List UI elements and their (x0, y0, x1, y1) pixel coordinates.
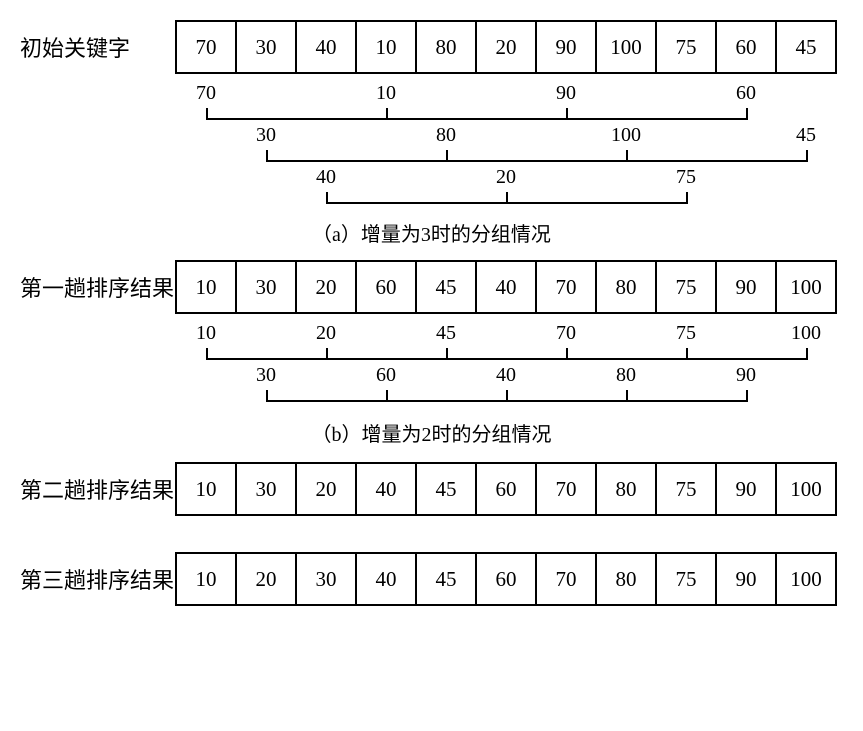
cell: 75 (655, 260, 717, 314)
cell: 45 (415, 462, 477, 516)
group-line: 10 20 45 70 75 100 (175, 322, 855, 360)
cell: 60 (715, 20, 777, 74)
group-value: 45 (781, 124, 831, 147)
group-value: 75 (661, 322, 711, 345)
group-value: 40 (481, 364, 531, 387)
cells: 10302040456070807590100 (175, 462, 837, 516)
cell: 90 (715, 462, 777, 516)
caption: （a）增量为3时的分组情况 (0, 218, 863, 247)
cell: 75 (655, 462, 717, 516)
group-value: 75 (661, 166, 711, 189)
group-value: 100 (781, 322, 831, 345)
cell: 45 (415, 552, 477, 606)
cell: 100 (775, 462, 837, 516)
cell: 10 (355, 20, 417, 74)
group-value: 10 (181, 322, 231, 345)
group-value: 60 (361, 364, 411, 387)
cells: 70304010802090100756045 (175, 20, 837, 74)
cell: 80 (595, 260, 657, 314)
cell: 75 (655, 20, 717, 74)
cell: 90 (535, 20, 597, 74)
cell: 10 (175, 260, 237, 314)
group-line: 40 20 75 (175, 166, 855, 204)
group-value: 20 (481, 166, 531, 189)
group-value: 80 (601, 364, 651, 387)
cell: 20 (235, 552, 297, 606)
group-value: 90 (721, 364, 771, 387)
group-value: 10 (361, 82, 411, 105)
cell: 60 (475, 552, 537, 606)
cell: 80 (595, 552, 657, 606)
array-row: 第三趟排序结果10203040456070807590100 (0, 552, 837, 606)
cell: 30 (295, 552, 357, 606)
group-value: 40 (301, 166, 351, 189)
cell: 45 (775, 20, 837, 74)
group-value: 70 (541, 322, 591, 345)
bracket (206, 106, 746, 120)
group-line: 70 10 90 60 (175, 82, 855, 120)
bracket (266, 388, 746, 402)
caption: （b）增量为2时的分组情况 (0, 418, 863, 447)
cell: 10 (175, 462, 237, 516)
cell: 20 (295, 462, 357, 516)
row-label: 第一趟排序结果 (0, 271, 175, 303)
group-value: 30 (241, 364, 291, 387)
cell: 90 (715, 552, 777, 606)
cell: 90 (715, 260, 777, 314)
cell: 80 (595, 462, 657, 516)
array-row: 第二趟排序结果10302040456070807590100 (0, 462, 837, 516)
group-value: 80 (421, 124, 471, 147)
cell: 60 (355, 260, 417, 314)
cell: 30 (235, 20, 297, 74)
cell: 70 (175, 20, 237, 74)
group-value: 60 (721, 82, 771, 105)
cells: 10203040456070807590100 (175, 552, 837, 606)
array-row: 初始关键字70304010802090100756045 (0, 20, 837, 74)
row-label: 第二趟排序结果 (0, 473, 175, 505)
cell: 40 (295, 20, 357, 74)
cell: 40 (475, 260, 537, 314)
cell: 30 (235, 462, 297, 516)
cell: 20 (295, 260, 357, 314)
group-value: 20 (301, 322, 351, 345)
cell: 70 (535, 462, 597, 516)
cell: 40 (355, 552, 417, 606)
cell: 70 (535, 552, 597, 606)
group-line: 30 80 100 45 (175, 124, 855, 162)
cell: 45 (415, 260, 477, 314)
row-label: 初始关键字 (0, 31, 175, 63)
bracket (326, 190, 686, 204)
cell: 20 (475, 20, 537, 74)
cell: 100 (775, 552, 837, 606)
group-value: 45 (421, 322, 471, 345)
cell: 100 (775, 260, 837, 314)
cell: 75 (655, 552, 717, 606)
group-value: 90 (541, 82, 591, 105)
array-row: 第一趟排序结果10302060454070807590100 (0, 260, 837, 314)
cell: 30 (235, 260, 297, 314)
cell: 100 (595, 20, 657, 74)
cell: 70 (535, 260, 597, 314)
group-value: 100 (601, 124, 651, 147)
bracket (206, 346, 806, 360)
cell: 10 (175, 552, 237, 606)
group-line: 30 60 40 80 90 (175, 364, 855, 402)
cells: 10302060454070807590100 (175, 260, 837, 314)
group-value: 70 (181, 82, 231, 105)
row-label: 第三趟排序结果 (0, 563, 175, 595)
cell: 40 (355, 462, 417, 516)
group-value: 30 (241, 124, 291, 147)
cell: 80 (415, 20, 477, 74)
cell: 60 (475, 462, 537, 516)
bracket (266, 148, 806, 162)
